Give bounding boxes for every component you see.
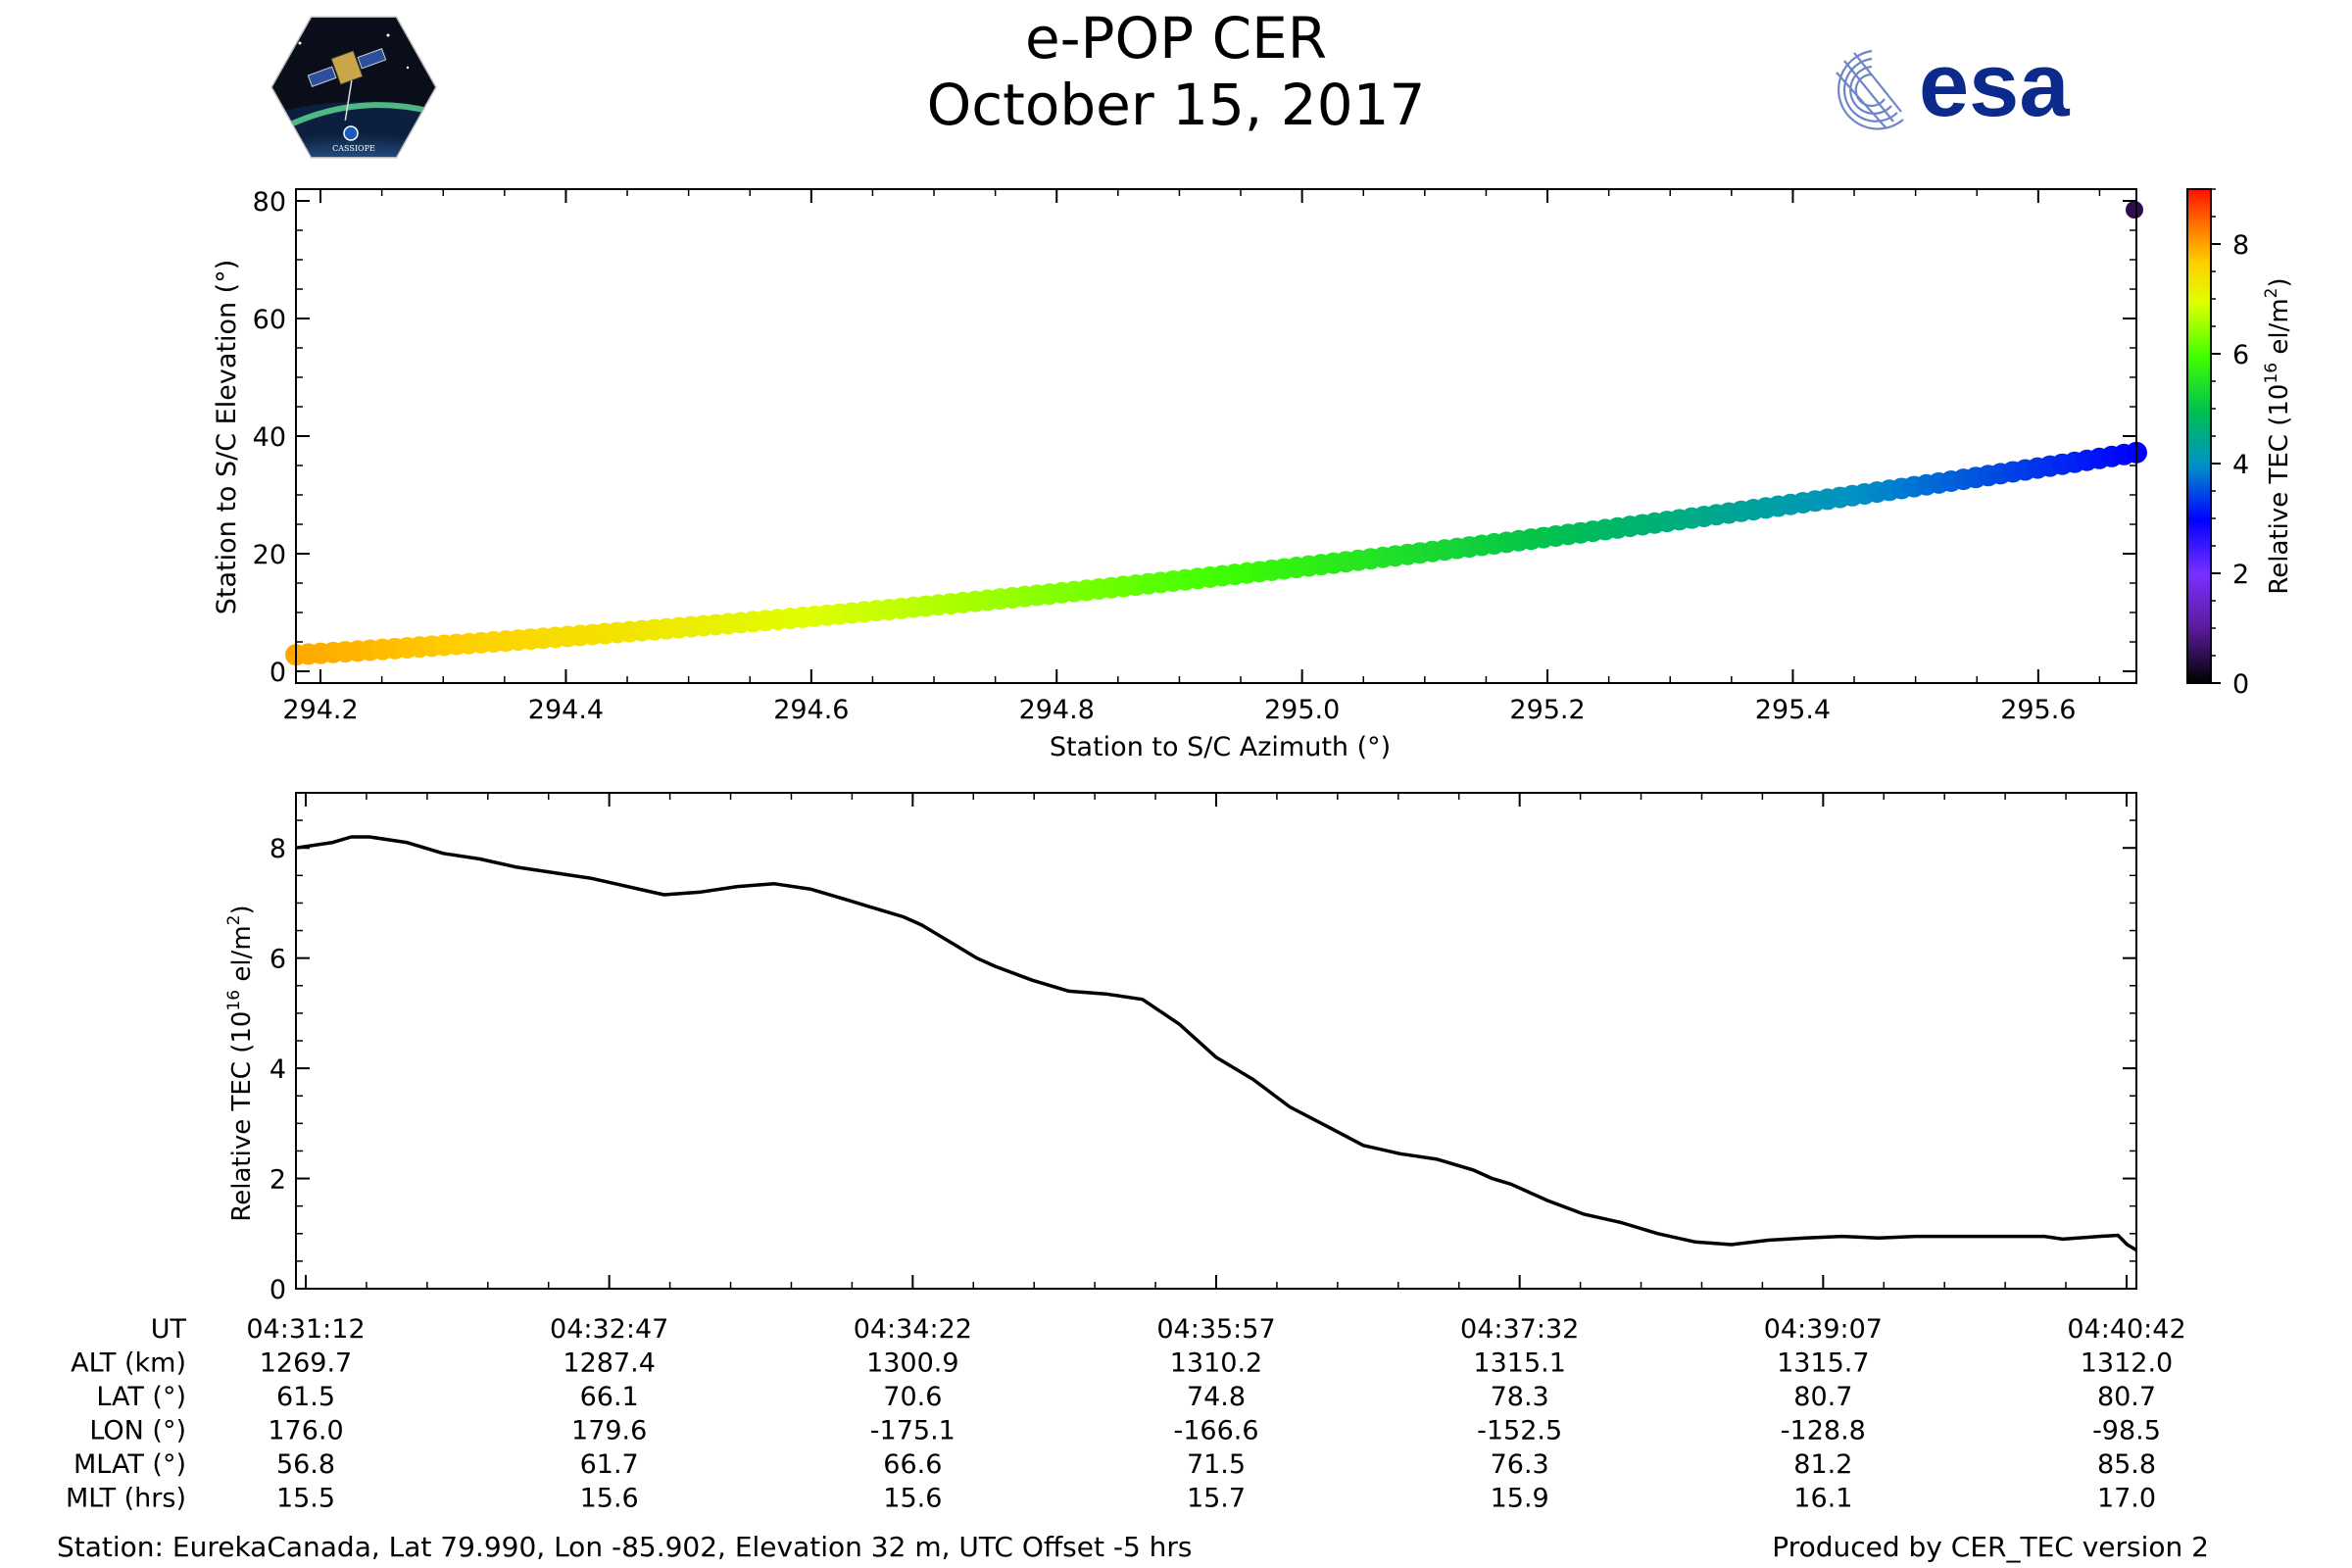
cassiope-logo: CASSIOPE [270, 14, 437, 161]
scatter-ytick-label: 40 [253, 422, 286, 453]
table-cell: 70.6 [883, 1382, 942, 1412]
table-row-label: MLAT (°) [74, 1449, 186, 1480]
table-cell: 04:37:32 [1460, 1314, 1579, 1345]
scatter-xtick-label: 295.0 [1264, 695, 1340, 725]
scatter-xtick-label: 294.8 [1019, 695, 1095, 725]
table-cell: 16.1 [1793, 1484, 1852, 1514]
scatter-ytick-label: 80 [253, 187, 286, 218]
figure-title: e-POP CER [1024, 5, 1328, 72]
table-cell: 15.6 [580, 1484, 639, 1514]
colorbar-tick-label: 2 [2232, 560, 2249, 590]
table-row-label: LAT (°) [96, 1382, 186, 1412]
table-cell: 66.1 [580, 1382, 639, 1412]
table-cell: -98.5 [2092, 1416, 2161, 1446]
table-cell: 15.5 [276, 1484, 335, 1514]
scatter-ylabel: Station to S/C Elevation (°) [212, 260, 242, 615]
colorbar-tick-label: 6 [2232, 340, 2249, 370]
table-row-label: ALT (km) [71, 1348, 186, 1379]
table-cell: 04:35:57 [1156, 1314, 1275, 1345]
table-cell: 17.0 [2097, 1484, 2156, 1514]
table-cell: -128.8 [1781, 1416, 1866, 1446]
table-cell: 176.0 [268, 1416, 343, 1446]
table-cell: -166.6 [1173, 1416, 1258, 1446]
tec-ytick-label: 2 [270, 1165, 286, 1196]
scatter-plot-frame [295, 188, 2137, 684]
colorbar-label: Relative TEC (1016 el/m2) [2262, 277, 2294, 594]
tec-ytick-label: 4 [270, 1054, 286, 1085]
esa-logo-text: esa [1919, 35, 2070, 135]
table-cell: 04:40:42 [2067, 1314, 2185, 1345]
scatter-xlabel: Station to S/C Azimuth (°) [1050, 732, 1391, 762]
station-info: Station: EurekaCanada, Lat 79.990, Lon -… [57, 1531, 1193, 1563]
tec-plot-frame [295, 792, 2137, 1290]
table-cell: 66.6 [883, 1449, 942, 1480]
table-cell: 15.9 [1491, 1484, 1549, 1514]
table-cell: 80.7 [2097, 1382, 2156, 1412]
colorbar-tick-label: 4 [2232, 450, 2249, 480]
table-cell: 61.5 [276, 1382, 335, 1412]
table-row-label: UT [151, 1314, 187, 1345]
table-cell: 1269.7 [260, 1348, 352, 1379]
table-row-label: LON (°) [89, 1416, 186, 1446]
produced-by: Produced by CER_TEC version 2 [1772, 1531, 2209, 1563]
tec-ylabel: Relative TEC (1016 el/m2) [224, 905, 257, 1221]
table-cell: 85.8 [2097, 1449, 2156, 1480]
scatter-outlier-point [2126, 201, 2143, 219]
table-cell: -152.5 [1477, 1416, 1562, 1446]
table-cell: 80.7 [1793, 1382, 1852, 1412]
colorbar-tick-label: 8 [2232, 230, 2249, 261]
table-cell: 04:39:07 [1764, 1314, 1883, 1345]
table-cell: 1287.4 [563, 1348, 655, 1379]
scatter-ytick-label: 60 [253, 305, 286, 335]
table-cell: -175.1 [870, 1416, 956, 1446]
table-cell: 76.3 [1491, 1449, 1549, 1480]
table-cell: 179.6 [571, 1416, 647, 1446]
table-row-label: MLT (hrs) [66, 1484, 186, 1514]
scatter-xtick-label: 295.4 [1755, 695, 1831, 725]
scatter-xtick-label: 294.6 [773, 695, 849, 725]
colorbar-tick-label: 0 [2232, 669, 2249, 700]
scatter-ytick-label: 0 [270, 658, 286, 688]
table-cell: 71.5 [1187, 1449, 1246, 1480]
table-cell: 1315.7 [1777, 1348, 1869, 1379]
figure-date: October 15, 2017 [926, 72, 1426, 138]
tec-ytick-label: 6 [270, 945, 286, 975]
table-cell: 1315.1 [1473, 1348, 1565, 1379]
tec-ytick-label: 0 [270, 1275, 286, 1305]
table-cell: 1310.2 [1170, 1348, 1262, 1379]
table-cell: 04:31:12 [246, 1314, 365, 1345]
scatter-xtick-label: 295.6 [2000, 695, 2076, 725]
scatter-ytick-label: 20 [253, 540, 286, 570]
colorbar [2186, 188, 2212, 684]
esa-logo: esa [1815, 33, 2109, 141]
cassiope-logo-text: CASSIOPE [332, 144, 375, 153]
scatter-xtick-label: 294.2 [282, 695, 358, 725]
table-cell: 74.8 [1187, 1382, 1246, 1412]
scatter-xtick-label: 294.4 [528, 695, 604, 725]
table-cell: 78.3 [1491, 1382, 1549, 1412]
table-cell: 61.7 [580, 1449, 639, 1480]
table-cell: 1300.9 [866, 1348, 958, 1379]
table-cell: 56.8 [276, 1449, 335, 1480]
table-cell: 1312.0 [2081, 1348, 2173, 1379]
tec-line [295, 835, 2137, 1252]
scatter-xtick-label: 295.2 [1509, 695, 1585, 725]
table-cell: 04:34:22 [854, 1314, 972, 1345]
table-cell: 81.2 [1793, 1449, 1852, 1480]
table-cell: 15.6 [883, 1484, 942, 1514]
table-cell: 15.7 [1187, 1484, 1246, 1514]
table-cell: 04:32:47 [550, 1314, 668, 1345]
tec-ytick-label: 8 [270, 834, 286, 864]
